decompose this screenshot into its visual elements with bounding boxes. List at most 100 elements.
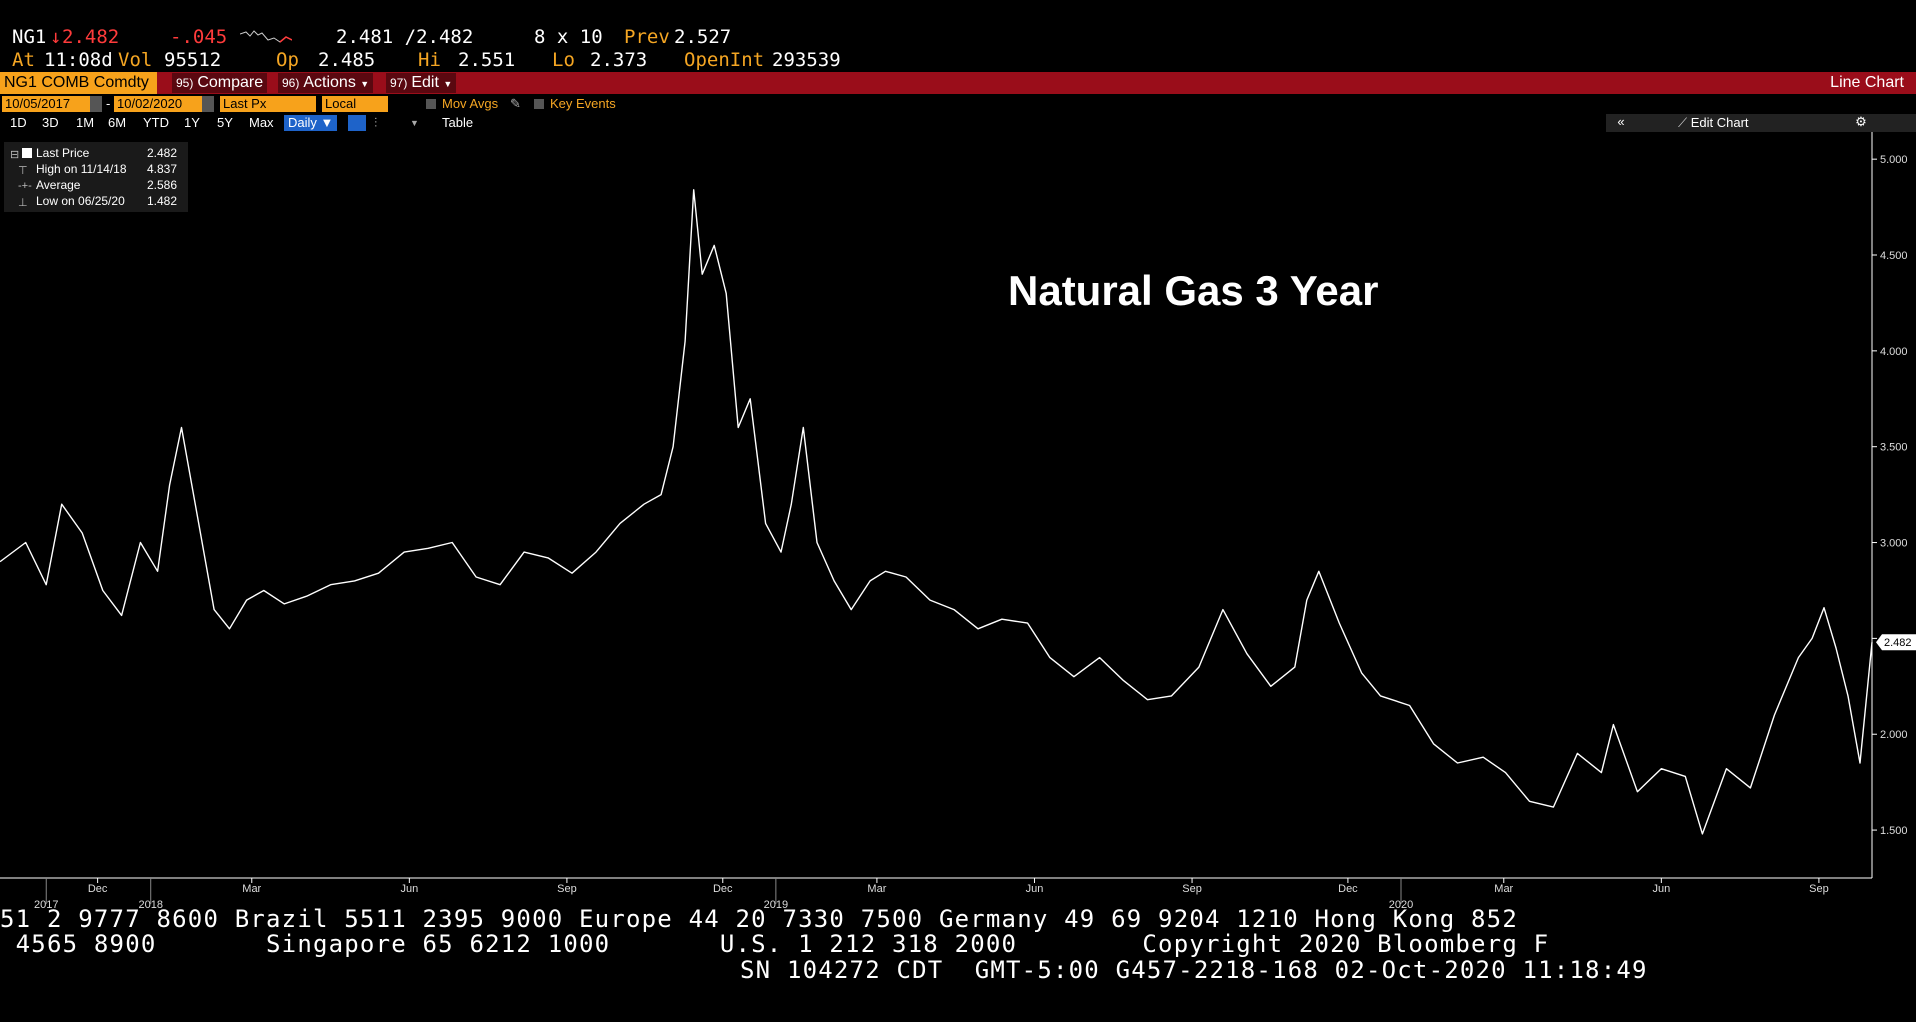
range-3d[interactable]: 3D: [42, 115, 59, 130]
at-label: At: [12, 49, 35, 71]
legend-label: Low on 06/25/20: [36, 194, 125, 208]
down-arrow-icon: ↓: [50, 26, 62, 48]
line-chart-icon[interactable]: [348, 115, 366, 131]
x-axis: Dec Mar Jun Sep Dec Mar Jun Sep Dec Mar Jun Sep 2017…: [0, 877, 1872, 911]
table-button[interactable]: Table: [442, 115, 474, 130]
pencil-icon[interactable]: ✎: [510, 96, 521, 111]
x-month-label: Jun: [400, 883, 418, 895]
gear-icon[interactable]: ⚙: [1806, 114, 1916, 132]
menu-bar: NG1 COMB Comdty 95) Compare 96) Actions ▼ …: [0, 72, 1916, 94]
actions-number: 96): [282, 76, 300, 90]
range-toolbar: 1D 3D 1M 6M YTD 1Y 5Y Max Daily ▼ ⫶ ▼ Ta…: [0, 114, 1916, 132]
edit-button[interactable]: 97) Edit ▼: [386, 73, 457, 93]
average-marker-icon: -+-: [18, 180, 32, 192]
range-1m[interactable]: 1M: [76, 115, 95, 130]
low-label: Lo: [552, 49, 575, 71]
chevron-down-icon[interactable]: [372, 96, 382, 112]
legend-label: Average: [36, 178, 81, 192]
price-field-select[interactable]: Last Px: [220, 96, 316, 112]
chart-legend[interactable]: ⊟ Last Price 2.482 ⊤ High on 11/14/18 4.…: [4, 142, 188, 212]
range-5y[interactable]: 5Y: [217, 115, 233, 130]
security-field[interactable]: NG1 COMB Comdty: [0, 72, 157, 94]
quote-time: 11:08d: [44, 49, 113, 71]
low-marker-icon: ⊥: [18, 197, 28, 209]
last-price: 2.482: [62, 26, 120, 48]
edit-chart-icon: ⟋: [1678, 115, 1688, 130]
legend-value: 4.837: [147, 162, 178, 176]
last-price-tag-label: 2.482: [1884, 637, 1912, 649]
bid-ask-size: 8 x 10: [534, 26, 603, 48]
range-1d[interactable]: 1D: [10, 115, 27, 130]
bid-ask: 2.481 /2.482: [336, 26, 474, 48]
series-swatch: [22, 148, 32, 158]
chart-title: Natural Gas 3 Year: [1008, 267, 1378, 314]
bloomberg-contact-line-1: 51 2 9777 8600 Brazil 5511 2395 9000 Eur…: [0, 905, 1518, 933]
legend-average: -+- Average 2.586: [4, 178, 188, 194]
x-month-label: Sep: [1182, 883, 1202, 895]
bar-chart-icon[interactable]: ⫶: [374, 115, 378, 130]
y-tick-label: 2.000: [1880, 729, 1908, 741]
actions-button[interactable]: 96) Actions ▼: [278, 73, 374, 93]
actions-label: Actions: [303, 74, 356, 91]
x-month-label: Dec: [1338, 883, 1358, 895]
last-price-marker: 2.482: [1876, 634, 1916, 651]
range-1y[interactable]: 1Y: [184, 115, 200, 130]
x-month-label: Jun: [1652, 883, 1670, 895]
y-tick-label: 4.500: [1880, 250, 1908, 262]
edit-number: 97): [390, 76, 408, 90]
bloomberg-contact-line-2: 4565 8900 Singapore 65 6212 1000 U.S. 1 …: [0, 930, 1550, 958]
mov-avgs-label[interactable]: Mov Avgs: [442, 96, 499, 111]
chevron-down-icon[interactable]: ▼: [410, 118, 419, 128]
y-tick-label: 5.000: [1880, 154, 1908, 166]
legend-label: High on 11/14/18: [36, 162, 127, 176]
x-month-label: Mar: [242, 883, 261, 895]
compare-button[interactable]: 95) Compare: [172, 73, 268, 93]
legend-value: 2.586: [147, 178, 178, 192]
sparkline-icon: [240, 30, 292, 43]
x-month-label: Sep: [557, 883, 577, 895]
y-tick-label: 3.500: [1880, 442, 1908, 454]
collapse-icon[interactable]: «: [1606, 114, 1636, 132]
period-select[interactable]: Daily ▼: [284, 115, 338, 131]
legend-value: 1.482: [147, 194, 178, 208]
chevron-down-icon: ▼: [443, 79, 453, 89]
range-max[interactable]: Max: [249, 115, 274, 130]
x-month-label: Dec: [88, 883, 108, 895]
range-6m[interactable]: 6M: [108, 115, 127, 130]
edit-chart-button[interactable]: ⟋ Edit Chart: [1636, 114, 1806, 132]
key-events-label[interactable]: Key Events: [550, 96, 616, 111]
mov-avgs-checkbox[interactable]: [426, 99, 436, 109]
minus-box-icon[interactable]: ⊟: [10, 149, 20, 161]
price-chart[interactable]: 5.0004.5004.0003.5003.0002.5002.0001.500…: [0, 132, 1916, 912]
volume: 95512: [164, 49, 222, 71]
calendar-icon[interactable]: [202, 96, 214, 112]
calendar-icon[interactable]: [90, 96, 102, 112]
x-year-label: 2020: [1389, 899, 1413, 911]
x-month-label: Mar: [867, 883, 886, 895]
prev-label: Prev: [624, 26, 670, 48]
vol-label: Vol: [118, 49, 153, 71]
chevron-down-icon: ▼: [360, 79, 370, 89]
open-interest: 293539: [772, 49, 841, 71]
edit-label: Edit: [411, 74, 439, 91]
range-ytd[interactable]: YTD: [143, 115, 169, 130]
compare-number: 95): [176, 76, 194, 90]
end-date-input[interactable]: 10/02/2020: [114, 96, 202, 112]
low-price: 2.373: [590, 49, 648, 71]
x-month-label: Dec: [713, 883, 733, 895]
start-date-input[interactable]: 10/05/2017: [2, 96, 90, 112]
y-tick-label: 1.500: [1880, 825, 1908, 837]
date-separator: -: [106, 96, 111, 111]
ticker-symbol: NG1: [12, 26, 47, 48]
high-price: 2.551: [458, 49, 516, 71]
y-tick-label: 3.000: [1880, 538, 1908, 550]
key-events-checkbox[interactable]: [534, 99, 544, 109]
session-info-line: SN 104272 CDT GMT-5:00 G457-2218-168 02-…: [740, 956, 1648, 984]
chart-settings-row: 10/05/2017 - 10/02/2020 Last Px Local CC…: [0, 95, 1916, 127]
legend-label: Last Price: [36, 146, 90, 160]
high-marker-icon: ⊤: [18, 165, 28, 177]
x-month-label: Sep: [1809, 883, 1829, 895]
high-label: Hi: [418, 49, 441, 71]
price-series-line: [0, 189, 1873, 835]
